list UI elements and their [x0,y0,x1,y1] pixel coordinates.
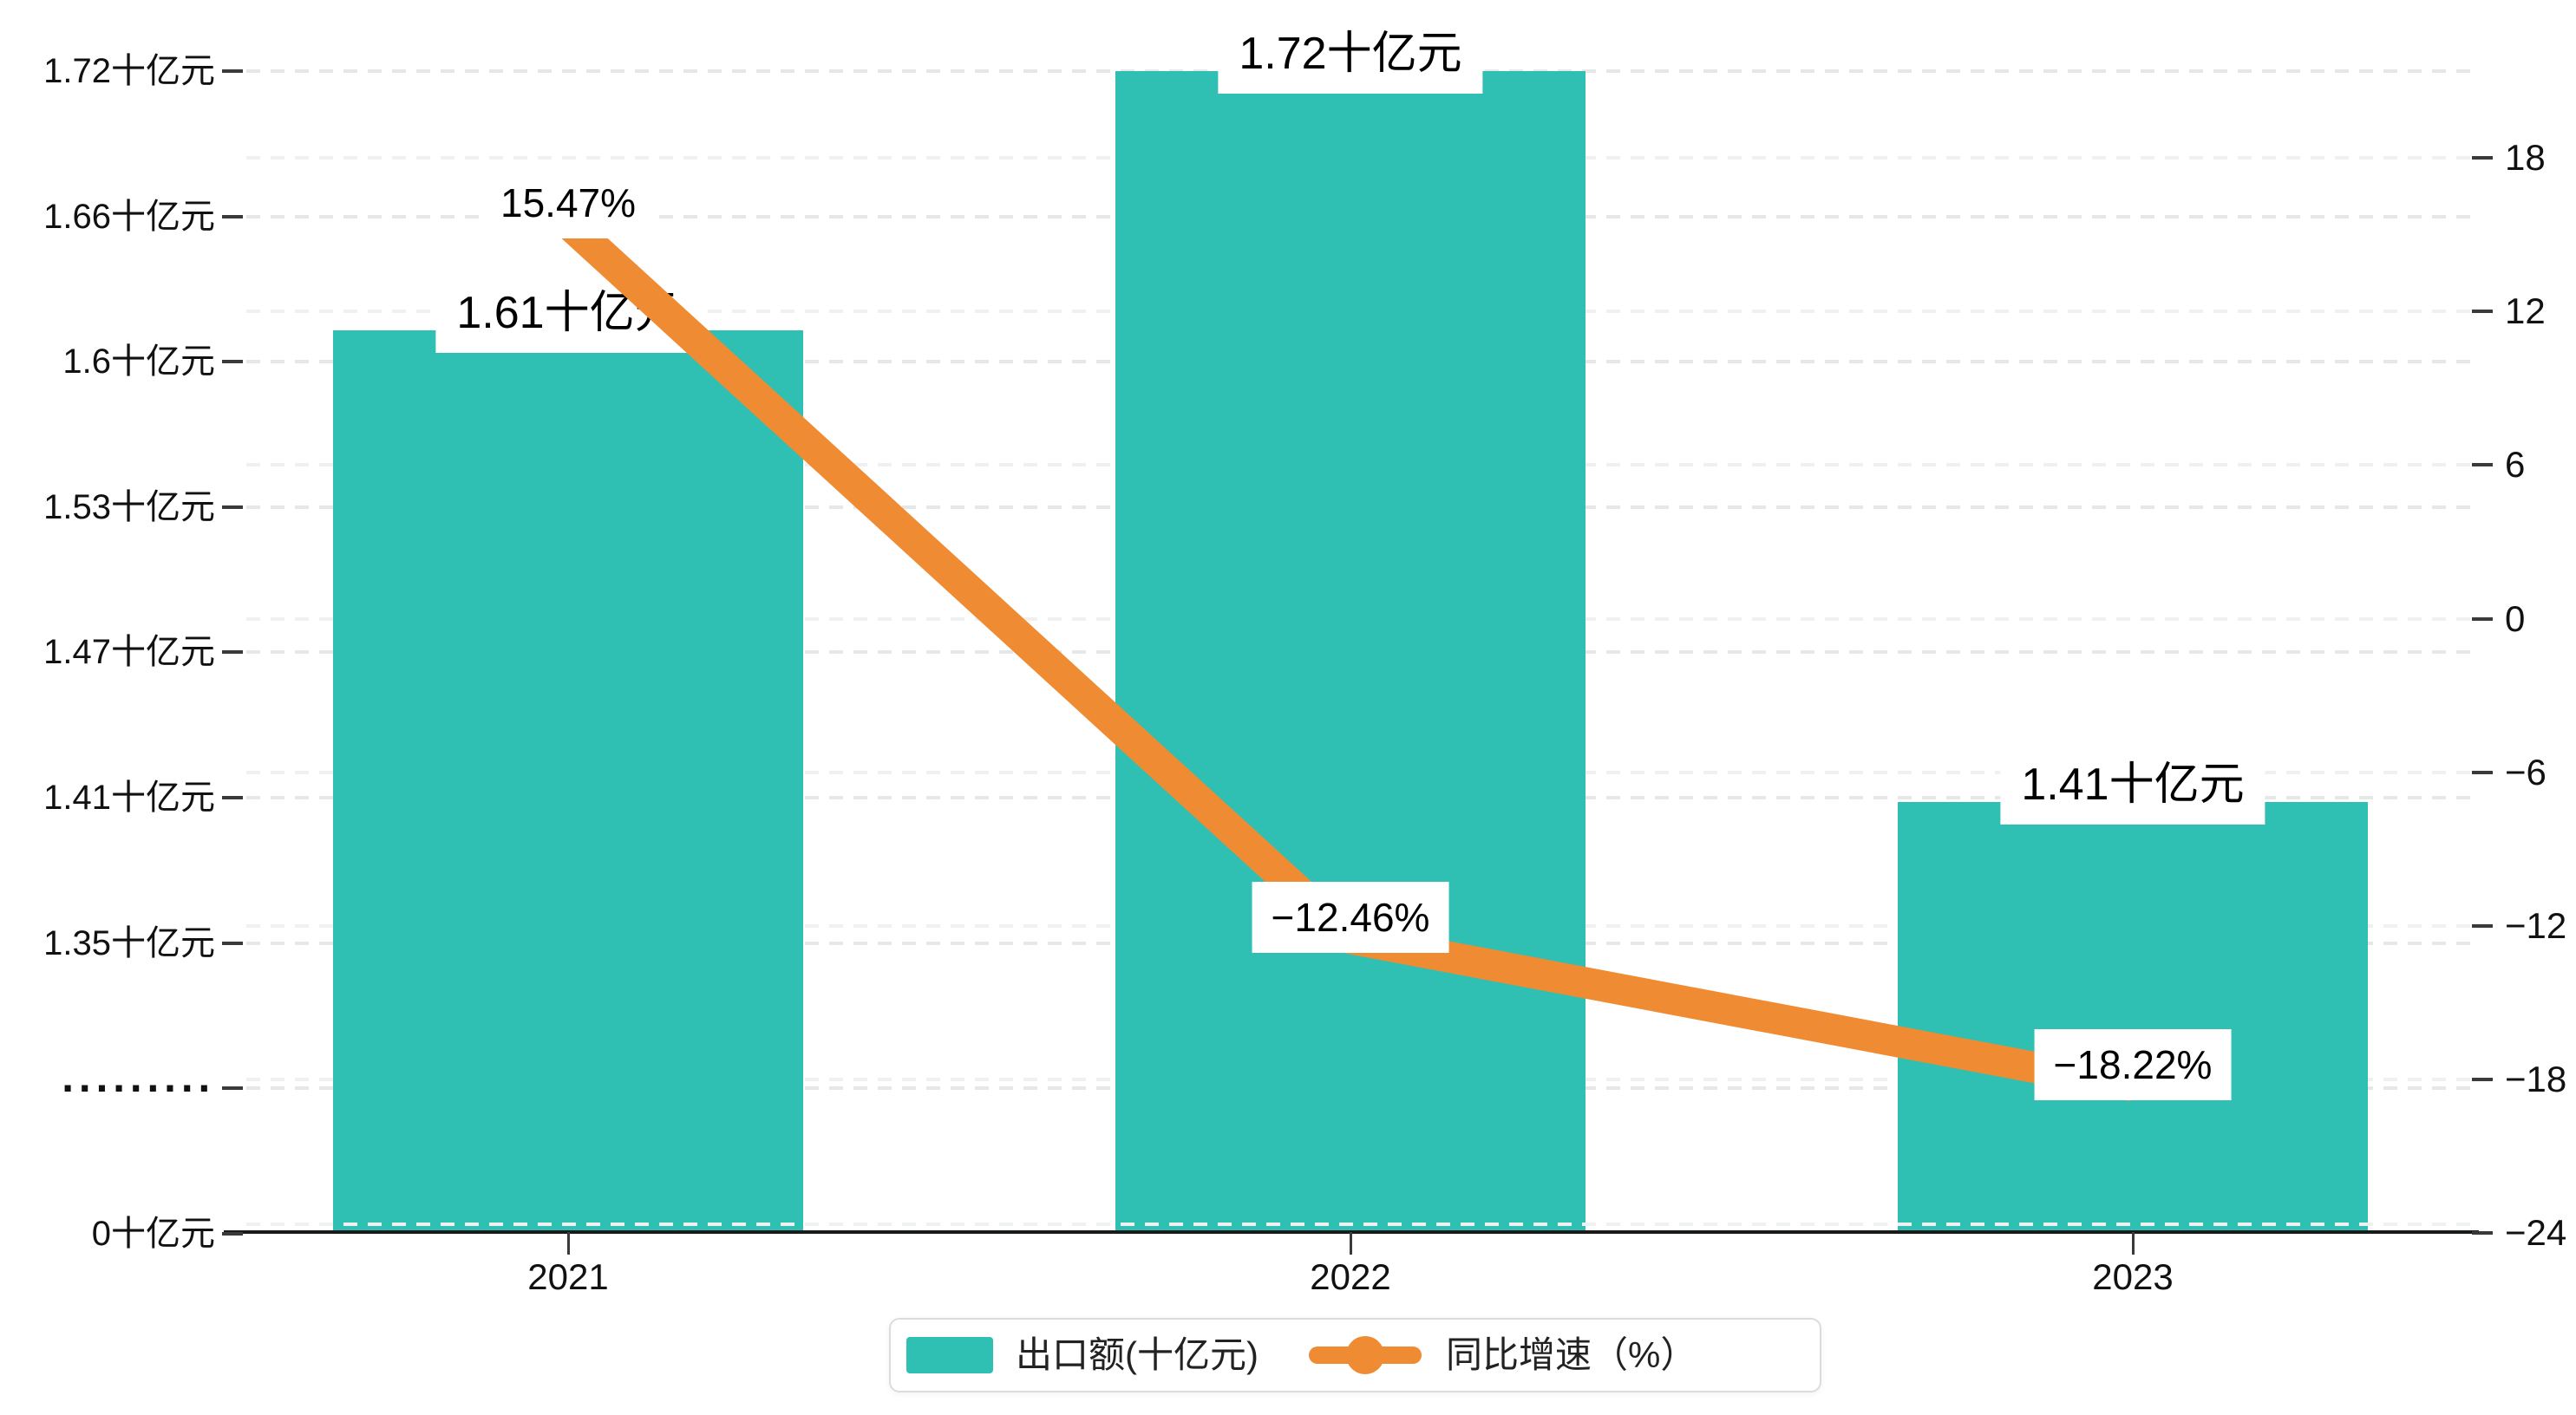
right-axis-tick-mark [2472,463,2493,467]
x-axis-label-2022: 2022 [1310,1256,1391,1297]
grid-line-baseline [246,1223,2470,1226]
growth-value-label-2021: 15.47% [481,166,656,238]
right-axis-tick-label: −6 [2505,751,2547,792]
bar-2022[interactable] [1115,71,1585,1232]
growth-value-label-2023: −18.22% [2034,1029,2232,1101]
legend-label-growth: 同比增速（%） [1445,1334,1697,1375]
bar-2021[interactable] [333,330,803,1232]
left-axis-tick-mark [222,69,243,73]
left-axis-tick-mark [222,214,243,218]
growth-line[interactable] [557,212,2136,1102]
left-axis-tick-label: 1.72十亿元 [43,52,215,90]
left-axis-tick-mark [222,505,243,509]
left-axis-tick-label: 1.47十亿元 [43,633,215,672]
left-axis-tick-mark [222,1086,243,1091]
left-axis-tick-mark [222,1231,243,1236]
right-axis-tick-mark [2472,156,2493,160]
left-axis-tick-label: 1.6十亿元 [62,342,215,381]
right-axis-tick-label: 6 [2505,444,2526,486]
left-axis-tick-label: 1.53十亿元 [43,487,215,526]
right-axis-tick-label: −24 [2505,1212,2567,1254]
growth-value-label-2022: −12.46% [1252,882,1449,954]
left-axis-tick-mark [222,796,243,799]
legend-item-growth[interactable]: 同比增速（%） [1308,1334,1697,1375]
x-axis-label-2021: 2021 [527,1256,609,1297]
bar-value-label-2023: 1.41十亿元 [2000,744,2265,825]
right-axis-tick-mark [2472,1078,2493,1082]
x-axis-tick-mark [2132,1232,2135,1255]
right-axis-tick-label: −18 [2505,1059,2567,1100]
bar-2023[interactable] [1898,801,2368,1232]
legend: 出口额(十亿元) 同比增速（%） [889,1318,1821,1392]
left-axis-tick-label: 1.41十亿元 [43,779,215,817]
legend-item-export[interactable]: 出口额(十亿元) [906,1337,1259,1373]
bar-series-swatch-icon [906,1337,993,1373]
left-axis-break-label: ········· [62,1064,215,1113]
legend-label-export: 出口额(十亿元) [1016,1334,1259,1375]
right-axis-tick-mark [2472,1231,2493,1236]
x-axis-label-2023: 2023 [2092,1256,2174,1297]
right-axis-tick-mark [2472,924,2493,928]
right-axis-tick-label: 0 [2505,597,2526,639]
bar-value-label-2022: 1.72十亿元 [1218,14,1483,94]
right-axis-tick-label: −12 [2505,905,2567,946]
line-series-dot-icon [1345,1336,1384,1374]
right-axis-tick-mark [2472,770,2493,774]
line-series-swatch-icon [1308,1336,1422,1374]
x-axis-tick-mark [1350,1232,1352,1255]
left-axis-tick-label: 1.35十亿元 [43,923,215,962]
left-axis-tick-mark [222,941,243,945]
right-axis-tick-mark [2472,310,2493,314]
left-axis-tick-mark [222,360,243,364]
left-axis-tick-mark [222,650,243,655]
right-axis-tick-label: 18 [2505,137,2546,178]
left-axis-tick-label: 0十亿元 [91,1214,215,1253]
left-axis-tick-label: 1.66十亿元 [43,197,215,236]
right-axis-tick-mark [2472,616,2493,621]
right-axis-tick-label: 12 [2505,290,2546,332]
x-axis-tick-mark [567,1232,570,1255]
